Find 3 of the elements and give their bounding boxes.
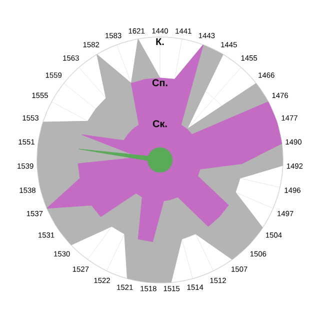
y-tick-label: К. xyxy=(156,38,164,46)
y-tick-label: Ск. xyxy=(152,120,167,128)
y-tick-label: Сп. xyxy=(152,79,168,86)
